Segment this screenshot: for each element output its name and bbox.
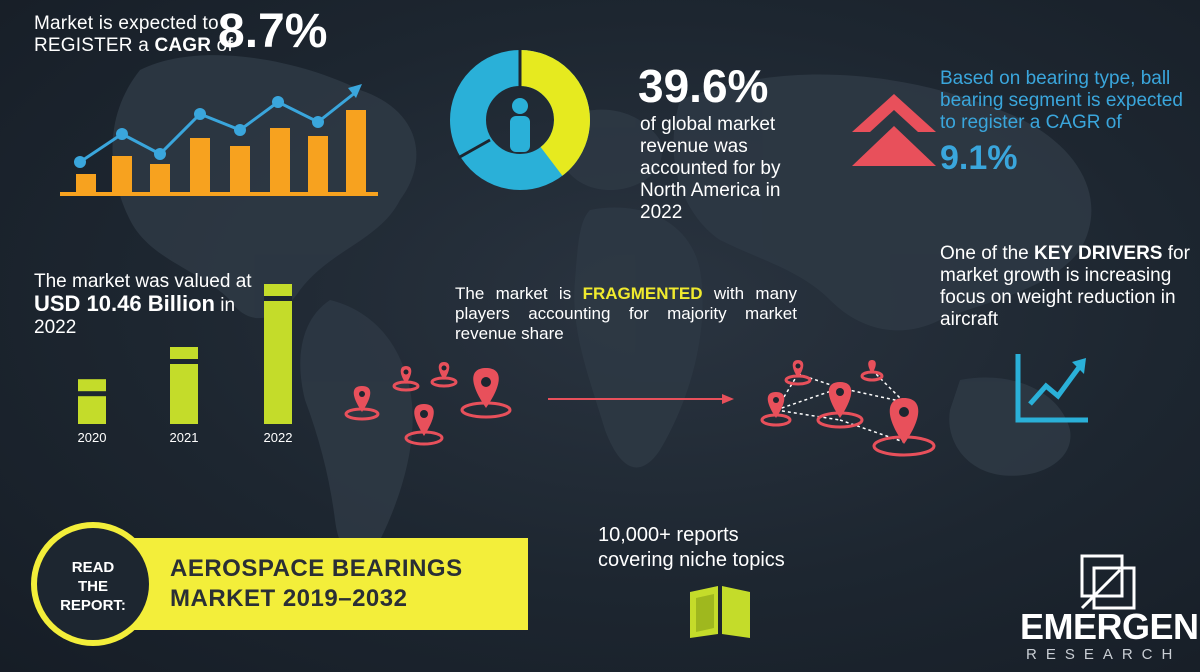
key-drivers-text: One of the KEY DRIVERS for market growth…	[940, 243, 1190, 330]
cagr-line-1: Market is expected to	[34, 13, 219, 34]
emergen-logo-mark	[1080, 554, 1136, 610]
north-america-description: of global market revenue was accounted f…	[640, 114, 781, 223]
bar-gap-2021	[170, 359, 198, 364]
bar-gap-2022	[264, 296, 292, 301]
connected-pins-icon	[760, 360, 936, 457]
report-title-banner[interactable]: AEROSPACE BEARINGS MARKET 2019–2032	[130, 538, 528, 630]
north-america-value: 39.6%	[638, 60, 769, 112]
cagr-text: Market is expected to REGISTER a CAGR of	[34, 13, 233, 57]
bar-2022	[264, 284, 292, 424]
report-title: AEROSPACE BEARINGS MARKET 2019–2032	[170, 555, 463, 612]
year-label-2021: 2021	[170, 430, 199, 445]
north-america-share-donut	[450, 48, 590, 190]
double-chevron-up-icon	[852, 94, 936, 166]
bar-2020	[78, 379, 106, 424]
fragmented-text: The market is FRAGMENTED with many playe…	[455, 284, 798, 343]
brand-name: EMERGEN	[1020, 606, 1199, 647]
read-report-label: READ THE REPORT:	[60, 559, 126, 614]
read-report-circle[interactable]: READ THE REPORT:	[31, 522, 155, 646]
ball-bearing-value: 9.1%	[940, 139, 1018, 177]
bar-gap-2020	[78, 391, 106, 397]
year-label-2020: 2020	[78, 430, 107, 445]
bar-2021	[170, 347, 198, 424]
valuation-text: The market was valued at USD 10.46 Billi…	[34, 271, 252, 338]
reports-text: 10,000+ reports covering niche topics	[598, 524, 785, 571]
open-book-icon	[690, 586, 750, 638]
ball-bearing-text: Based on bearing type, ball bearing segm…	[940, 68, 1183, 133]
arrow-right-icon	[548, 394, 734, 404]
scattered-pins-icon	[344, 362, 512, 446]
growth-chart-icon	[60, 84, 378, 196]
cagr-value: 8.7%	[218, 5, 328, 58]
cagr-line-2: REGISTER a CAGR of	[34, 35, 233, 56]
brand-subtitle: RESEARCH	[1026, 646, 1182, 663]
trend-up-icon	[1015, 354, 1088, 423]
year-label-2022: 2022	[264, 430, 293, 445]
valuation-bar-chart: 2020 2021 2022	[78, 284, 293, 445]
